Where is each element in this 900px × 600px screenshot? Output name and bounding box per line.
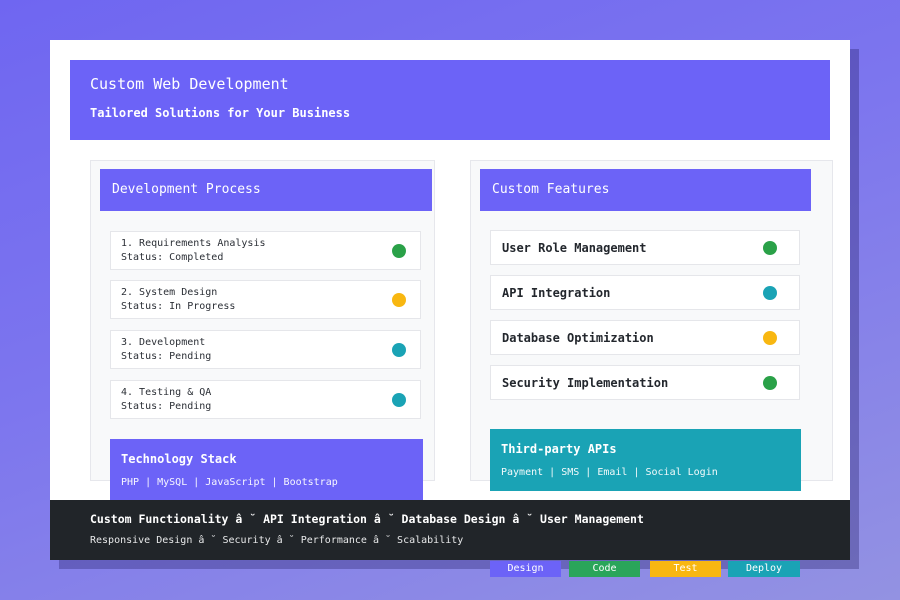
step-status: Status: Pending (121, 350, 212, 362)
feature-database-optimization: Database Optimization (490, 320, 800, 355)
design-button[interactable]: Design (490, 561, 561, 577)
status-dot-pending (392, 392, 406, 407)
step-status: Status: In Progress (121, 300, 236, 312)
features-footer-bar: Custom Functionality â ˘ API Integration… (50, 500, 850, 560)
step-name: 1. Requirements Analysis (121, 237, 266, 249)
development-process-panel: Development Process 1. Requirements Anal… (90, 160, 435, 502)
feature-security-implementation: Security Implementation (490, 365, 800, 400)
technology-stack-box: Technology Stack PHP | MySQL | JavaScrip… (110, 439, 423, 502)
feature-name: Database Optimization (502, 330, 654, 345)
status-dot-pending (392, 342, 406, 357)
page-title: Custom Web Development (90, 75, 289, 93)
feature-name: API Integration (502, 285, 611, 300)
status-dot-completed (392, 243, 406, 258)
code-button[interactable]: Code (569, 561, 640, 577)
page-subtitle: Tailored Solutions for Your Business (90, 106, 351, 120)
status-dot-green (763, 240, 777, 255)
step-name: 2. System Design (121, 286, 218, 298)
third-party-apis-box: Third-party APIs Payment | SMS | Email |… (490, 429, 801, 491)
status-dot-in-progress (392, 292, 406, 307)
step-name: 3. Development (121, 336, 206, 348)
test-button[interactable]: Test (650, 561, 721, 577)
status-dot-amber (763, 330, 777, 345)
technology-stack-items: PHP | MySQL | JavaScript | Bootstrap (121, 477, 338, 488)
process-step-3: 3. Development Status: Pending (110, 330, 421, 369)
process-step-4: 4. Testing & QA Status: Pending (110, 380, 421, 419)
third-party-apis-title: Third-party APIs (501, 442, 617, 456)
third-party-apis-items: Payment | SMS | Email | Social Login (501, 467, 718, 478)
feature-name: Security Implementation (502, 375, 669, 390)
feature-name: User Role Management (502, 240, 647, 255)
technology-stack-title: Technology Stack (121, 452, 237, 466)
hero-header: Custom Web Development Tailored Solution… (70, 60, 830, 140)
step-status: Status: Completed (121, 251, 224, 263)
feature-api-integration: API Integration (490, 275, 800, 310)
development-process-title: Development Process (100, 169, 432, 211)
footer-tags-line-2: Responsive Design â ˘ Security â ˘ Perfo… (90, 535, 464, 546)
custom-features-panel: Custom Features User Role Management API… (470, 160, 833, 491)
step-name: 4. Testing & QA (121, 386, 212, 398)
process-step-2: 2. System Design Status: In Progress (110, 280, 421, 319)
status-dot-teal (763, 285, 777, 300)
footer-tags-line-1: Custom Functionality â ˘ API Integration… (90, 512, 644, 526)
deploy-button[interactable]: Deploy (728, 561, 800, 577)
feature-user-role-management: User Role Management (490, 230, 800, 265)
custom-features-title: Custom Features (480, 169, 811, 211)
content-card: Custom Web Development Tailored Solution… (50, 40, 850, 560)
status-dot-green (763, 375, 777, 390)
process-step-1: 1. Requirements Analysis Status: Complet… (110, 231, 421, 270)
step-status: Status: Pending (121, 400, 212, 412)
